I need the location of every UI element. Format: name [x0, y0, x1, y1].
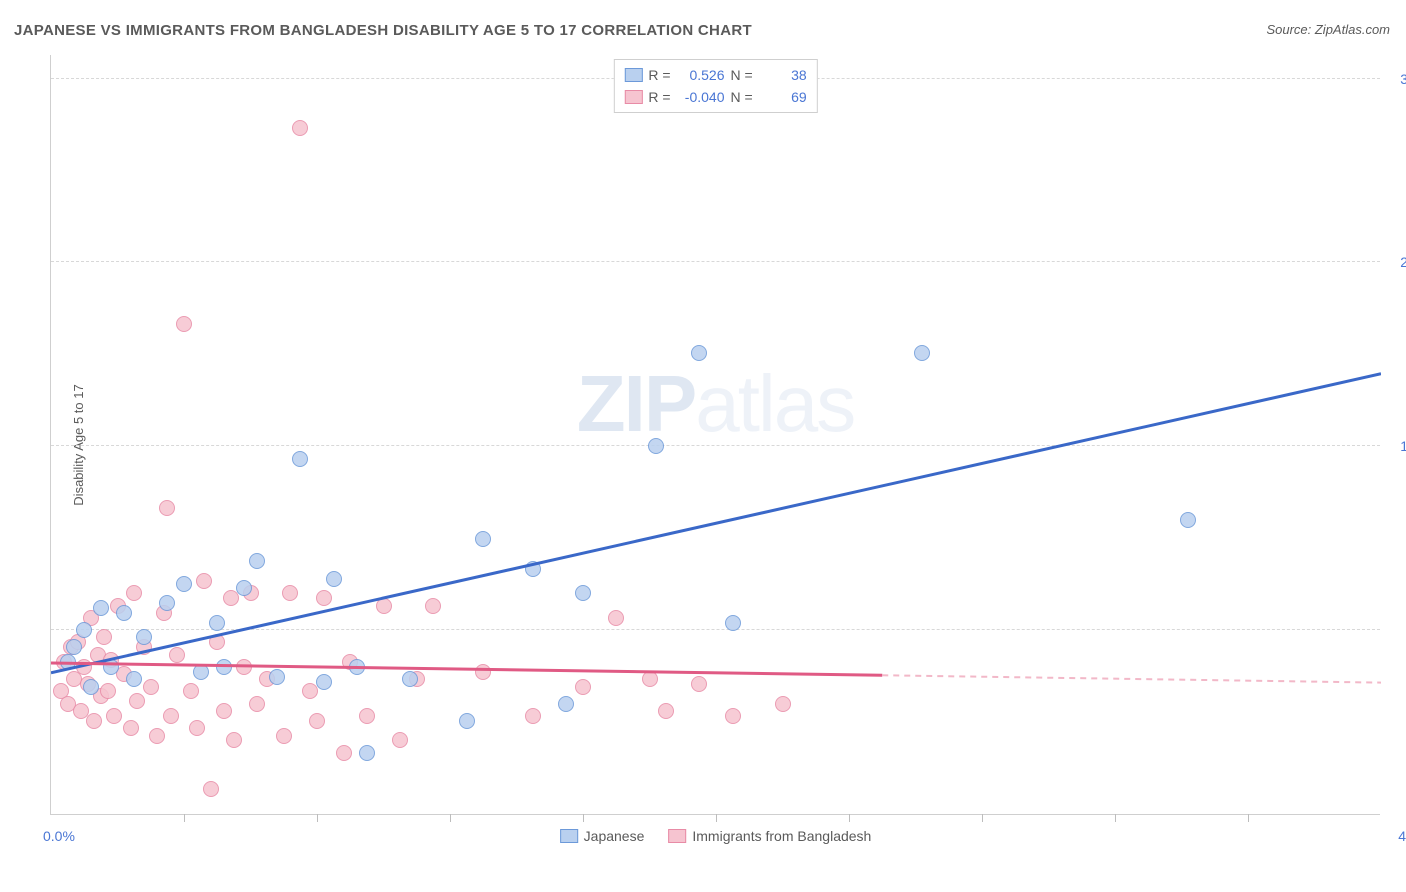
- r-value-0: 0.526: [677, 64, 725, 86]
- chart-area: Disability Age 5 to 17 ZIPatlas R = 0.52…: [40, 55, 1390, 835]
- legend-bottom-label-1: Immigrants from Bangladesh: [692, 828, 871, 844]
- legend-series: Japanese Immigrants from Bangladesh: [560, 828, 872, 844]
- x-tick: [849, 814, 850, 822]
- y-axis-label: 22.5%: [1400, 254, 1406, 270]
- source-label: Source: ZipAtlas.com: [1266, 22, 1390, 37]
- scatter-plot: ZIPatlas R = 0.526 N = 38 R = -0.040 N =…: [50, 55, 1380, 815]
- chart-title: JAPANESE VS IMMIGRANTS FROM BANGLADESH D…: [14, 22, 752, 39]
- legend-row-0: R = 0.526 N = 38: [624, 64, 806, 86]
- y-axis-label: 30.0%: [1400, 71, 1406, 87]
- y-axis-label: 15.0%: [1400, 438, 1406, 454]
- n-label-0: N =: [731, 64, 753, 86]
- x-axis-label-min: 0.0%: [43, 828, 75, 844]
- legend-item-1: Immigrants from Bangladesh: [668, 828, 871, 844]
- n-value-1: 69: [759, 86, 807, 108]
- legend-bottom-swatch-0: [560, 829, 578, 843]
- x-axis-label-max: 40.0%: [1398, 828, 1406, 844]
- legend-bottom-swatch-1: [668, 829, 686, 843]
- x-tick: [1248, 814, 1249, 822]
- x-tick: [716, 814, 717, 822]
- legend-row-1: R = -0.040 N = 69: [624, 86, 806, 108]
- x-tick: [1115, 814, 1116, 822]
- x-tick: [450, 814, 451, 822]
- x-tick: [982, 814, 983, 822]
- n-label-1: N =: [731, 86, 753, 108]
- r-label-0: R =: [648, 64, 670, 86]
- x-tick: [317, 814, 318, 822]
- r-label-1: R =: [648, 86, 670, 108]
- legend-correlation: R = 0.526 N = 38 R = -0.040 N = 69: [613, 59, 817, 113]
- x-tick: [184, 814, 185, 822]
- n-value-0: 38: [759, 64, 807, 86]
- r-value-1: -0.040: [677, 86, 725, 108]
- trend-lines: [51, 55, 1381, 815]
- legend-swatch-0: [624, 68, 642, 82]
- legend-bottom-label-0: Japanese: [584, 828, 645, 844]
- x-tick: [583, 814, 584, 822]
- legend-swatch-1: [624, 90, 642, 104]
- legend-item-0: Japanese: [560, 828, 645, 844]
